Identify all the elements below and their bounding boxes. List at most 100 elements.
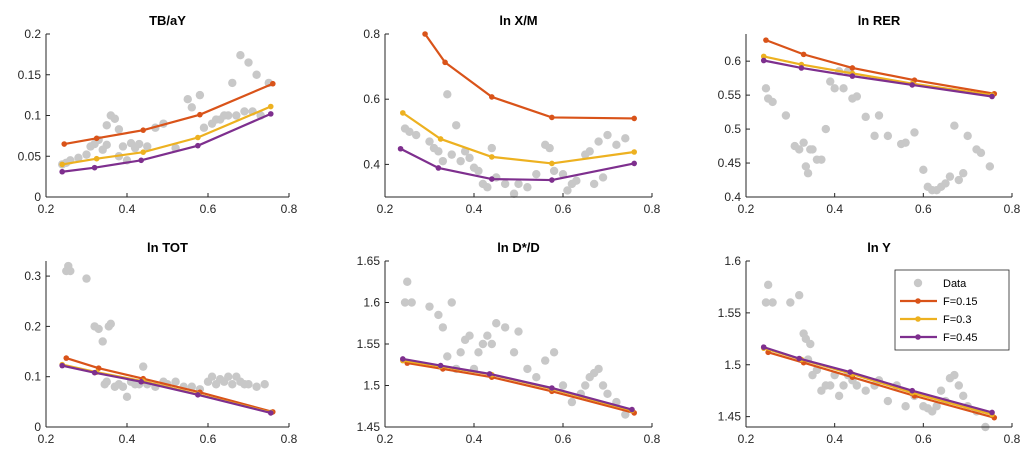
data-point: [621, 134, 630, 143]
series-marker-f-0-15: [61, 141, 68, 147]
data-point: [509, 348, 519, 357]
data-point: [122, 392, 132, 402]
y-tick-label: 0.3: [24, 269, 41, 283]
data-point: [207, 372, 217, 381]
series-marker-f-0-3: [489, 154, 495, 160]
data-point: [901, 402, 910, 411]
data-point: [252, 70, 261, 79]
data-point: [244, 380, 253, 389]
legend-marker-f-0-15: [915, 298, 921, 304]
y-tick-label: 0: [34, 420, 41, 434]
series-marker-f-0-45: [760, 57, 767, 64]
data-point: [447, 298, 456, 307]
data-point: [407, 298, 416, 307]
x-tick-label: 0.4: [466, 432, 483, 446]
data-point: [110, 114, 120, 123]
series-marker-f-0-3: [195, 134, 201, 141]
data-point: [959, 169, 968, 178]
data-point: [102, 377, 111, 386]
data-point: [94, 324, 103, 334]
data-point: [474, 348, 483, 357]
chart-title: TB/aY: [149, 13, 186, 28]
data-point: [456, 156, 465, 166]
data-point: [514, 327, 523, 336]
data-point: [603, 389, 612, 398]
series-line-f-0-15: [424, 34, 635, 120]
series-marker-f-0-45: [267, 111, 274, 117]
y-tick-label: 0.1: [24, 109, 41, 123]
x-tick-label: 0.6: [200, 432, 217, 446]
data-point: [808, 145, 817, 154]
data-point: [572, 176, 581, 185]
data-point: [830, 84, 839, 93]
data-point: [870, 131, 879, 141]
x-tick-label: 0.6: [200, 202, 217, 216]
x-tick-label: 0.8: [644, 202, 661, 216]
data-point: [443, 352, 452, 361]
series-marker-f-0-45: [486, 371, 493, 377]
data-point: [102, 121, 111, 130]
series-marker-f-0-45: [849, 73, 856, 79]
series-marker-f-0-45: [909, 387, 916, 394]
data-point: [806, 339, 815, 349]
y-tick-label: 0.8: [363, 27, 380, 41]
data-point: [563, 186, 572, 195]
data-point: [465, 331, 474, 340]
data-point: [861, 386, 870, 395]
data-point: [474, 166, 483, 176]
y-tick-label: 1.6: [363, 296, 380, 310]
y-tick-label: 1.45: [357, 420, 381, 434]
data-point: [244, 58, 253, 67]
series-marker-f-0-3: [59, 161, 65, 168]
data-point: [817, 155, 826, 164]
x-tick-label: 0.2: [738, 202, 755, 216]
y-tick-label: 0.6: [724, 54, 741, 68]
series-marker-f-0-45: [796, 355, 802, 362]
data-point: [768, 97, 777, 107]
legend-swatch-data: [913, 278, 923, 288]
series-marker-f-0-45: [435, 165, 442, 171]
y-tick-label: 0.4: [724, 190, 741, 204]
data-point: [523, 364, 532, 374]
x-tick-label: 0.2: [738, 432, 755, 446]
series-marker-f-0-45: [989, 409, 995, 416]
y-tick-label: 0.2: [24, 27, 41, 41]
data-point: [852, 381, 862, 390]
data-point: [786, 298, 795, 307]
series-marker-f-0-15: [763, 37, 769, 43]
chart-title: ln X/M: [499, 13, 537, 28]
data-point: [603, 130, 612, 140]
series-marker-f-0-15: [849, 65, 856, 71]
series-marker-f-0-45: [989, 93, 995, 100]
y-tick-label: 0.5: [724, 122, 741, 136]
legend-marker-f-0-45: [915, 334, 921, 340]
data-point: [954, 175, 963, 185]
data-point: [874, 111, 884, 120]
panel-ln-d-d: ln D*/D 0.2 0.4 0.6 0.8 1.45 1.5 1.55 1.6 1.65: [357, 240, 661, 446]
y-tick-label: 0.4: [363, 157, 380, 171]
data-point: [102, 140, 111, 150]
chart-title: ln RER: [858, 13, 901, 28]
series-marker-f-0-15: [442, 59, 448, 66]
series-marker-f-0-45: [195, 392, 201, 398]
series-marker-f-0-45: [59, 168, 65, 175]
y-tick-label: 0.45: [718, 156, 742, 170]
data-point: [195, 90, 205, 100]
data-point: [612, 140, 621, 150]
y-tick-label: 0.6: [363, 92, 380, 106]
x-tick-label: 0.2: [377, 432, 394, 446]
data-point: [240, 107, 249, 116]
series-marker-f-0-45: [798, 65, 805, 71]
data-point: [763, 280, 773, 290]
data-point: [781, 111, 791, 120]
series-marker-f-0-45: [909, 82, 916, 88]
data-point: [478, 339, 488, 349]
y-tick-label: 0.2: [24, 319, 41, 333]
data-point: [985, 162, 995, 171]
data-point: [959, 391, 968, 401]
data-point: [901, 138, 910, 147]
data-point: [447, 150, 456, 159]
series-marker-f-0-45: [195, 142, 201, 149]
legend: Data F=0.15 F=0.3 F=0.45: [894, 269, 1010, 351]
data-point: [799, 138, 808, 147]
